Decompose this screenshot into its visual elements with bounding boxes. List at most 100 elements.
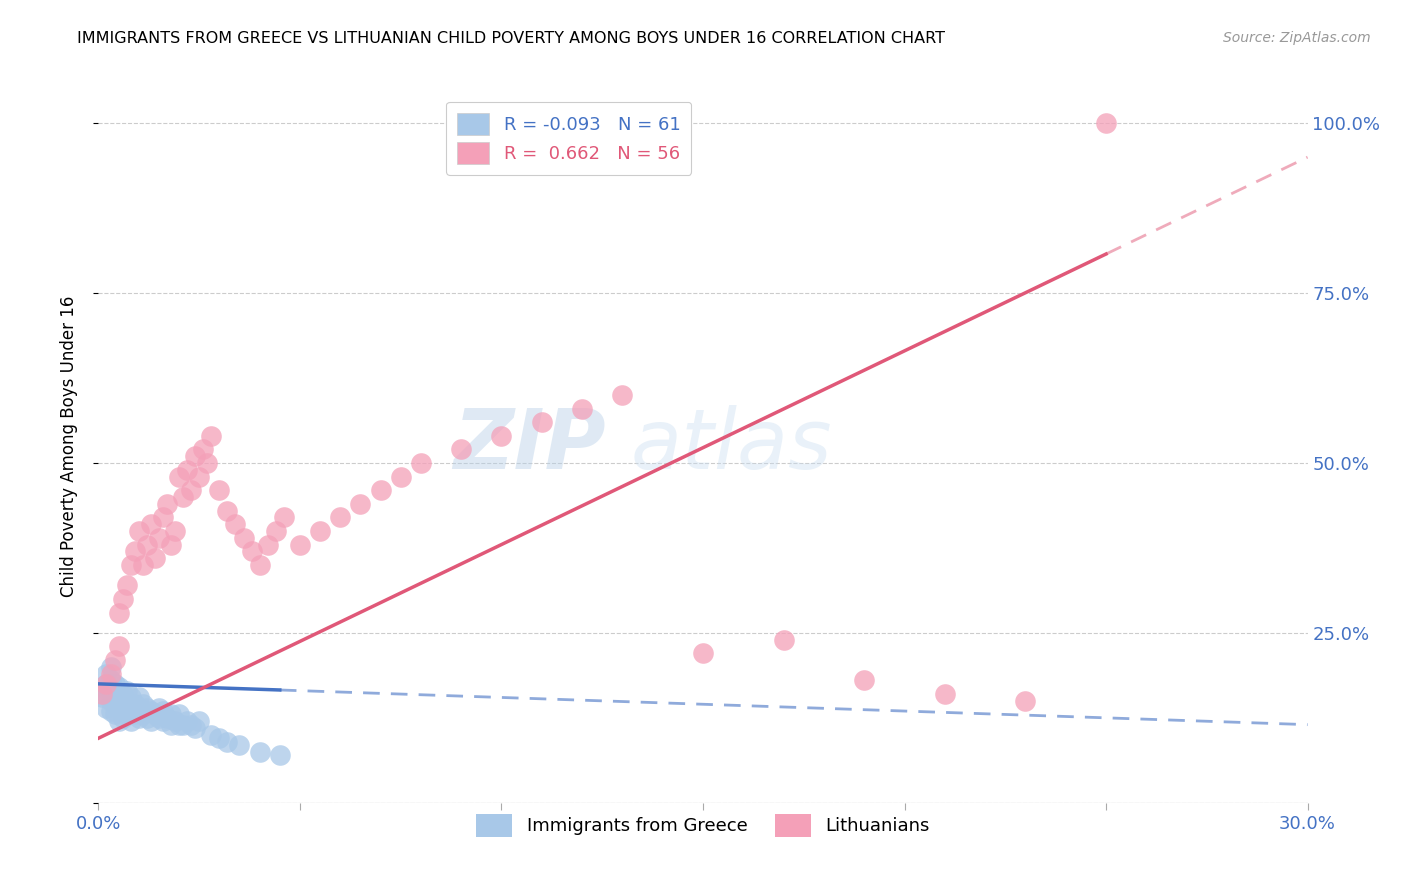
Point xyxy=(389,469,412,483)
Point xyxy=(193,442,215,457)
Point xyxy=(156,711,179,725)
Point xyxy=(100,694,122,708)
Point xyxy=(107,606,129,620)
Point xyxy=(96,666,118,681)
Point xyxy=(249,558,271,572)
Point xyxy=(124,707,146,722)
Point xyxy=(228,738,250,752)
Point xyxy=(692,646,714,660)
Point xyxy=(111,687,134,701)
Point xyxy=(571,401,593,416)
Legend: Immigrants from Greece, Lithuanians: Immigrants from Greece, Lithuanians xyxy=(470,807,936,844)
Point xyxy=(167,469,190,483)
Point xyxy=(217,503,239,517)
Point xyxy=(139,714,162,729)
Point xyxy=(115,578,138,592)
Point xyxy=(128,700,150,714)
Point xyxy=(103,677,125,691)
Point xyxy=(450,442,472,457)
Point xyxy=(256,537,278,551)
Point xyxy=(224,517,246,532)
Point xyxy=(100,704,122,718)
Point xyxy=(103,698,125,712)
Point xyxy=(139,704,162,718)
Point xyxy=(135,700,157,714)
Point xyxy=(180,717,202,731)
Point xyxy=(176,463,198,477)
Point xyxy=(120,700,142,714)
Point xyxy=(232,531,254,545)
Point xyxy=(853,673,876,688)
Point xyxy=(163,524,186,538)
Point xyxy=(172,490,194,504)
Point xyxy=(107,690,129,705)
Point xyxy=(349,497,371,511)
Point xyxy=(184,721,207,735)
Point xyxy=(115,694,138,708)
Point xyxy=(132,707,155,722)
Point xyxy=(143,707,166,722)
Point xyxy=(160,717,183,731)
Point xyxy=(111,711,134,725)
Point xyxy=(132,698,155,712)
Point xyxy=(107,700,129,714)
Point xyxy=(180,483,202,498)
Point xyxy=(530,415,553,429)
Point xyxy=(96,700,118,714)
Point xyxy=(103,653,125,667)
Point xyxy=(124,544,146,558)
Point xyxy=(91,680,114,694)
Point xyxy=(96,677,118,691)
Point xyxy=(128,690,150,705)
Point xyxy=(107,640,129,654)
Point xyxy=(135,711,157,725)
Text: Source: ZipAtlas.com: Source: ZipAtlas.com xyxy=(1223,31,1371,45)
Point xyxy=(96,677,118,691)
Point xyxy=(103,707,125,722)
Point xyxy=(100,683,122,698)
Point xyxy=(208,483,231,498)
Point xyxy=(107,680,129,694)
Point xyxy=(160,537,183,551)
Point xyxy=(195,456,218,470)
Point xyxy=(240,544,263,558)
Point xyxy=(163,714,186,729)
Point xyxy=(115,707,138,722)
Point xyxy=(309,524,332,538)
Point xyxy=(184,449,207,463)
Point xyxy=(103,687,125,701)
Point xyxy=(111,698,134,712)
Point xyxy=(370,483,392,498)
Point xyxy=(128,711,150,725)
Point xyxy=(100,660,122,674)
Point xyxy=(188,714,211,729)
Point xyxy=(491,429,513,443)
Point xyxy=(409,456,432,470)
Point xyxy=(120,714,142,729)
Point xyxy=(148,700,170,714)
Point xyxy=(288,537,311,551)
Point xyxy=(188,469,211,483)
Point xyxy=(111,591,134,606)
Point xyxy=(120,558,142,572)
Point xyxy=(128,524,150,538)
Point xyxy=(772,632,794,647)
Point xyxy=(934,687,956,701)
Point xyxy=(148,711,170,725)
Point xyxy=(208,731,231,746)
Point xyxy=(329,510,352,524)
Point xyxy=(167,717,190,731)
Point xyxy=(156,497,179,511)
Point xyxy=(152,714,174,729)
Point xyxy=(100,673,122,688)
Point xyxy=(1014,694,1036,708)
Point xyxy=(1095,116,1118,130)
Point xyxy=(148,531,170,545)
Point xyxy=(100,666,122,681)
Text: IMMIGRANTS FROM GREECE VS LITHUANIAN CHILD POVERTY AMONG BOYS UNDER 16 CORRELATI: IMMIGRANTS FROM GREECE VS LITHUANIAN CHI… xyxy=(77,31,945,46)
Point xyxy=(132,558,155,572)
Text: atlas: atlas xyxy=(630,406,832,486)
Point xyxy=(217,734,239,748)
Point xyxy=(152,510,174,524)
Point xyxy=(96,687,118,701)
